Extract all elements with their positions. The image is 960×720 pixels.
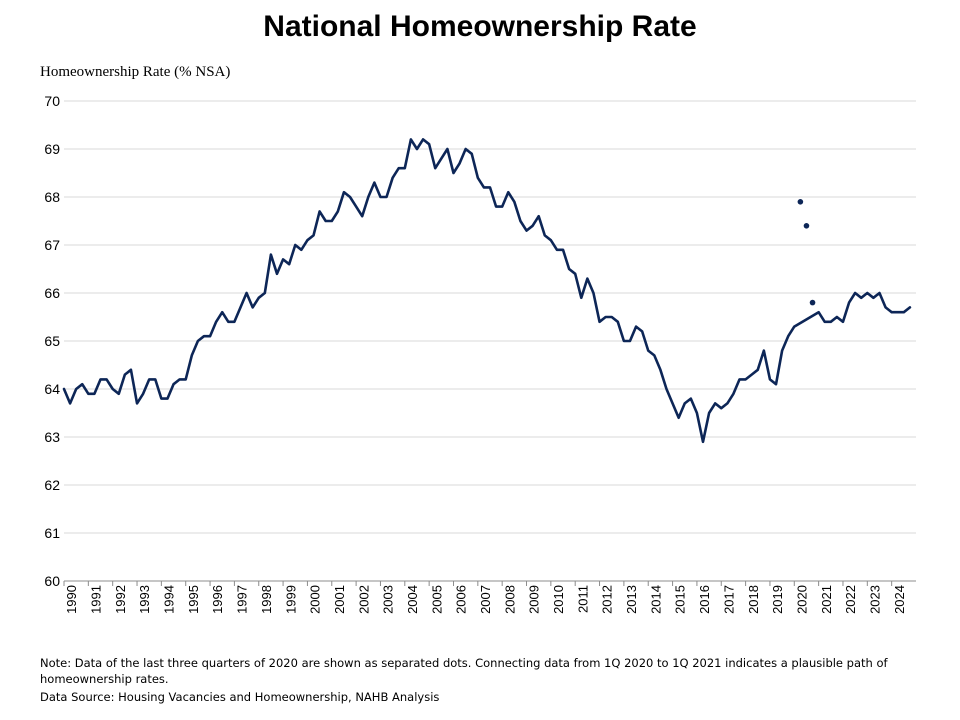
x-tick-label: 2012 <box>600 585 615 614</box>
x-tick-label: 2015 <box>673 585 688 614</box>
x-tick-label: 2019 <box>770 585 785 614</box>
y-tick-label: 69 <box>44 141 60 157</box>
y-tick-label: 68 <box>44 189 60 205</box>
series-line <box>62 138 912 444</box>
x-tick-label: 2008 <box>502 585 517 614</box>
data-source: Data Source: Housing Vacancies and Homeo… <box>40 690 440 704</box>
x-tick-label: 2006 <box>454 585 469 614</box>
chart-note: Note: Data of the last three quarters of… <box>40 656 888 686</box>
y-tick-label: 65 <box>44 333 60 349</box>
x-tick-label: 2016 <box>697 585 712 614</box>
separated-point <box>803 223 810 229</box>
x-tick-label: 1996 <box>210 585 225 614</box>
x-tick-label: 1990 <box>64 585 79 614</box>
y-tick-label: 61 <box>44 525 60 541</box>
series-layer <box>62 138 912 444</box>
x-tick-label: 2023 <box>867 585 882 614</box>
x-tick-label: 2005 <box>429 585 444 614</box>
x-tick-label: 2007 <box>478 585 493 614</box>
separated-point <box>809 299 816 306</box>
x-tick-label: 1995 <box>186 585 201 614</box>
x-tick-labels: 1990 1991 1992 1993 1994 1995 1996 1997 1998 1999… <box>64 585 907 614</box>
chart-title: National Homeownership Rate <box>263 10 697 43</box>
x-tick-label: 1999 <box>283 585 298 614</box>
separated-point <box>797 199 804 205</box>
x-tick-label: 1994 <box>162 585 177 614</box>
x-tick-label: 2003 <box>381 585 396 614</box>
x-tick-label: 2000 <box>308 585 323 614</box>
x-tick-label: 1993 <box>137 585 152 614</box>
x-tick-label: 2018 <box>746 585 761 614</box>
y-tick-label: 70 <box>44 93 60 109</box>
x-tick-label: 2017 <box>721 585 736 614</box>
x-tick-label: 1991 <box>89 585 104 614</box>
x-tick-label: 2020 <box>794 585 809 614</box>
x-tick-label: 2011 <box>575 585 590 613</box>
x-tick-label: 2022 <box>843 585 858 614</box>
x-tick-label: 2014 <box>648 585 663 614</box>
x-tick-label: 2024 <box>892 585 907 614</box>
y-tick-label: 67 <box>44 237 60 253</box>
y-tick-label: 62 <box>44 477 60 493</box>
x-tick-label: 2010 <box>551 585 566 614</box>
separated-dots <box>797 199 816 306</box>
y-tick-labels: 60 61 62 63 64 65 66 67 68 69 70 <box>44 93 60 589</box>
y-tick-label: 64 <box>44 381 60 397</box>
gridlines <box>63 100 916 586</box>
x-tick-label: 2013 <box>624 585 639 614</box>
y-tick-label: 63 <box>44 429 60 445</box>
x-tick-label: 2009 <box>527 585 542 614</box>
x-tick-label: 1992 <box>113 585 128 614</box>
x-tick-label: 2002 <box>356 585 371 614</box>
x-tick-label: 1998 <box>259 585 274 614</box>
x-tick-label: 2021 <box>819 585 834 614</box>
x-tick-label: 2001 <box>332 585 347 614</box>
y-tick-label: 66 <box>44 285 60 301</box>
y-axis-label: Homeownership Rate (% NSA) <box>40 64 231 80</box>
x-tick-label: 1997 <box>235 585 250 614</box>
x-tick-label: 2004 <box>405 585 420 614</box>
y-tick-label: 60 <box>44 573 60 589</box>
